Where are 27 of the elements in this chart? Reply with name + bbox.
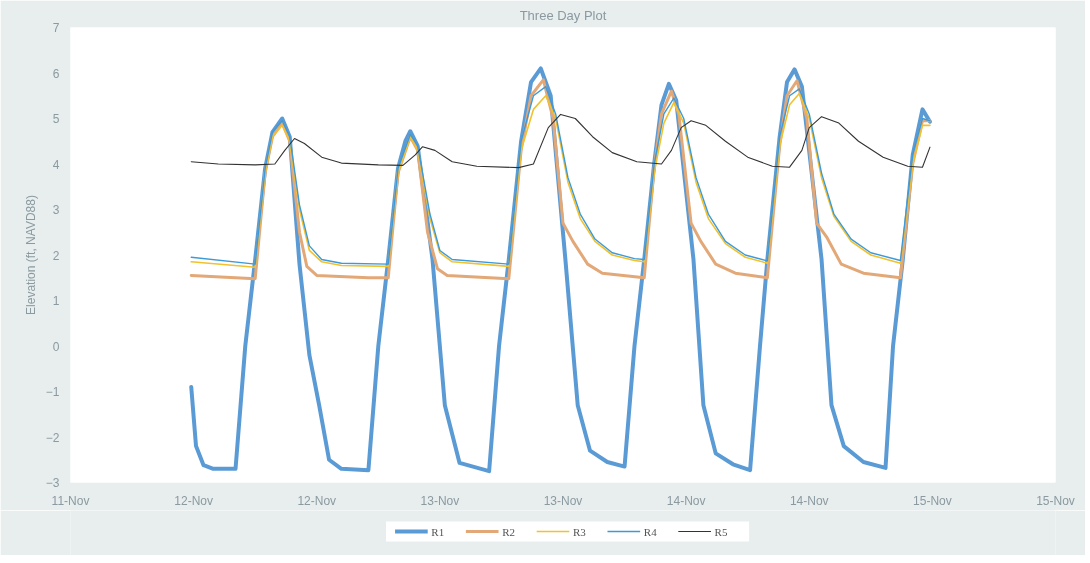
y-tick-label: 3 xyxy=(52,203,60,217)
y-tick-label: 1 xyxy=(52,294,60,308)
x-tick-label: 11-Nov xyxy=(51,493,90,508)
y-tick-label: 4 xyxy=(52,157,60,172)
x-tick-label: 12-Nov xyxy=(174,493,213,508)
legend-label: R5 xyxy=(714,525,728,538)
x-tick-label: 13-Nov xyxy=(543,493,583,508)
x-tick-label: 14-Nov xyxy=(666,493,706,508)
y-tick-label: −2 xyxy=(45,430,60,445)
chart-title: Three Day Plot xyxy=(519,7,607,23)
y-tick-label: 7 xyxy=(52,21,60,35)
y-tick-label: −3 xyxy=(45,476,60,490)
legend-label: R2 xyxy=(502,525,516,538)
y-tick-label: 5 xyxy=(52,112,60,126)
legend-label: R3 xyxy=(572,525,587,538)
y-axis-title: Elevation (ft, NAVD88) xyxy=(23,195,38,315)
y-tick-label: 0 xyxy=(52,339,60,354)
x-tick-label: 15-Nov xyxy=(1036,493,1075,508)
y-tick-label: 6 xyxy=(52,66,60,81)
legend-label: R4 xyxy=(643,525,658,538)
legend-label: R1 xyxy=(431,525,445,538)
x-tick-label: 12-Nov xyxy=(297,493,337,508)
x-tick-label: 15-Nov xyxy=(913,493,952,508)
x-tick-label: 14-Nov xyxy=(789,493,829,508)
x-tick-label: 13-Nov xyxy=(420,493,460,508)
y-tick-label: 2 xyxy=(52,248,60,263)
y-tick-label: −1 xyxy=(45,385,60,399)
